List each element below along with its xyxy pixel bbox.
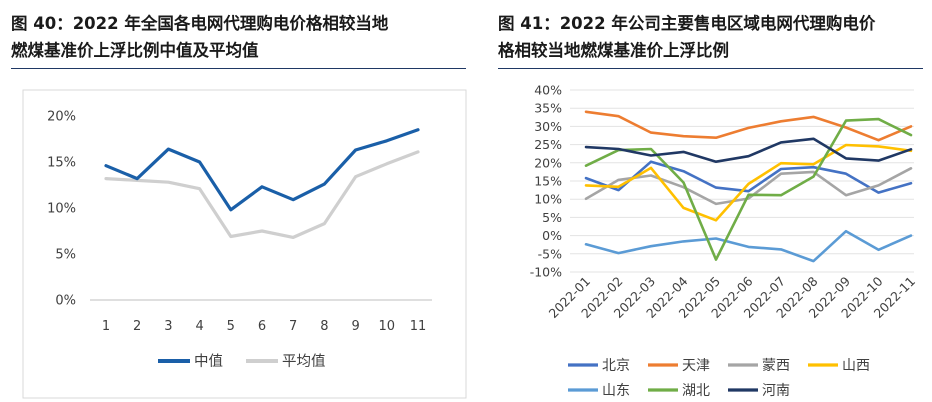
left-x-tick-label: 2 xyxy=(133,319,141,334)
right-y-tick-label: 30% xyxy=(534,119,562,134)
right-legend-label-e58c97e4baac: 北京 xyxy=(602,358,630,374)
right-y-tick-label: 10% xyxy=(534,192,562,207)
right-series-line-e89299e8a5bf xyxy=(584,167,913,206)
left-x-tick-label: 8 xyxy=(320,319,328,334)
right-chart-title-line2: 格相较当地燃煤基准价上浮比例 xyxy=(498,41,729,60)
left-series-line-e4b8ade580bc xyxy=(104,128,420,212)
right-series-line-e5a4a9e6b4a5 xyxy=(584,110,913,142)
right-y-tick-label: 5% xyxy=(542,210,562,225)
left-x-tick-label: 6 xyxy=(258,319,266,334)
left-x-tick-label: 9 xyxy=(351,319,359,334)
left-legend-label-e5b9b3e59d87e580bc: 平均值 xyxy=(282,353,326,370)
left-chart-frame xyxy=(22,89,467,399)
right-y-tick-label: 35% xyxy=(534,101,562,116)
right-legend-label-e5b1b1e4b89c: 山东 xyxy=(602,383,630,399)
right-series-line-e5b1b1e4b89c xyxy=(584,229,913,263)
left-x-tick-label: 4 xyxy=(195,319,203,334)
left-x-tick-label: 11 xyxy=(410,319,427,334)
left-title-rule xyxy=(11,68,466,69)
right-y-tick-label: 40% xyxy=(534,83,562,98)
right-series-line-e58c97e4baac xyxy=(584,160,913,194)
right-chart-title: 图 41：2022 年公司主要售电区域电网代理购电价 格相较当地燃煤基准价上浮比… xyxy=(498,10,923,64)
left-x-tick-label: 3 xyxy=(164,319,172,334)
left-y-tick-label: 15% xyxy=(47,156,76,171)
right-title-rule xyxy=(498,68,923,69)
left-legend-label-e4b8ade580bc: 中值 xyxy=(194,353,223,370)
left-x-tick-label: 5 xyxy=(227,319,235,334)
right-legend-label-e5b1b1e8a5bf: 山西 xyxy=(842,358,870,374)
left-series-line-e5b9b3e59d87e580bc xyxy=(104,150,420,239)
left-y-tick-label: 5% xyxy=(55,248,76,263)
right-legend-label-e6b2b3e58d97: 河南 xyxy=(762,383,790,399)
right-y-tick-label: 20% xyxy=(534,155,562,170)
right-legend-label-e6b996e58c97: 湖北 xyxy=(682,383,710,399)
right-y-tick-label: 25% xyxy=(534,137,562,152)
right-y-tick-label: -10% xyxy=(530,265,562,280)
right-line-chart: -10%-5%0%5%10%15%20%25%30%35%40%2022-012… xyxy=(530,83,918,400)
right-y-tick-label: 0% xyxy=(542,228,562,243)
left-x-tick-label: 10 xyxy=(379,319,396,334)
left-y-tick-label: 20% xyxy=(47,110,76,125)
right-legend-label-e89299e8a5bf: 蒙西 xyxy=(762,358,790,374)
right-series-line-e6b996e58c97 xyxy=(584,117,913,261)
left-y-tick-label: 10% xyxy=(47,202,76,217)
left-chart-title: 图 40：2022 年全国各电网代理购电价格相较当地 燃煤基准价上浮比例中值及平… xyxy=(11,10,466,64)
left-x-tick-label: 7 xyxy=(289,319,297,334)
right-y-tick-label: -5% xyxy=(538,246,562,261)
right-series-line-e5b1b1e8a5bf xyxy=(584,143,913,222)
right-chart-title-line1: 图 41：2022 年公司主要售电区域电网代理购电价 xyxy=(498,14,876,33)
right-legend-label-e5a4a9e6b4a5: 天津 xyxy=(682,358,710,374)
right-series-line-e6b2b3e58d97 xyxy=(584,137,913,163)
right-y-tick-label: 15% xyxy=(534,174,562,189)
left-x-tick-label: 1 xyxy=(102,319,110,334)
left-y-tick-label: 0% xyxy=(55,294,76,309)
left-chart-title-line2: 燃煤基准价上浮比例中值及平均值 xyxy=(11,41,259,60)
left-chart-title-line1: 图 40：2022 年全国各电网代理购电价格相较当地 xyxy=(11,14,389,33)
left-line-chart: 0% 5% 10% 15% 20% 1 2 3 4 5 6 7 8 9 10 11 中值 平均值 xyxy=(47,110,432,370)
